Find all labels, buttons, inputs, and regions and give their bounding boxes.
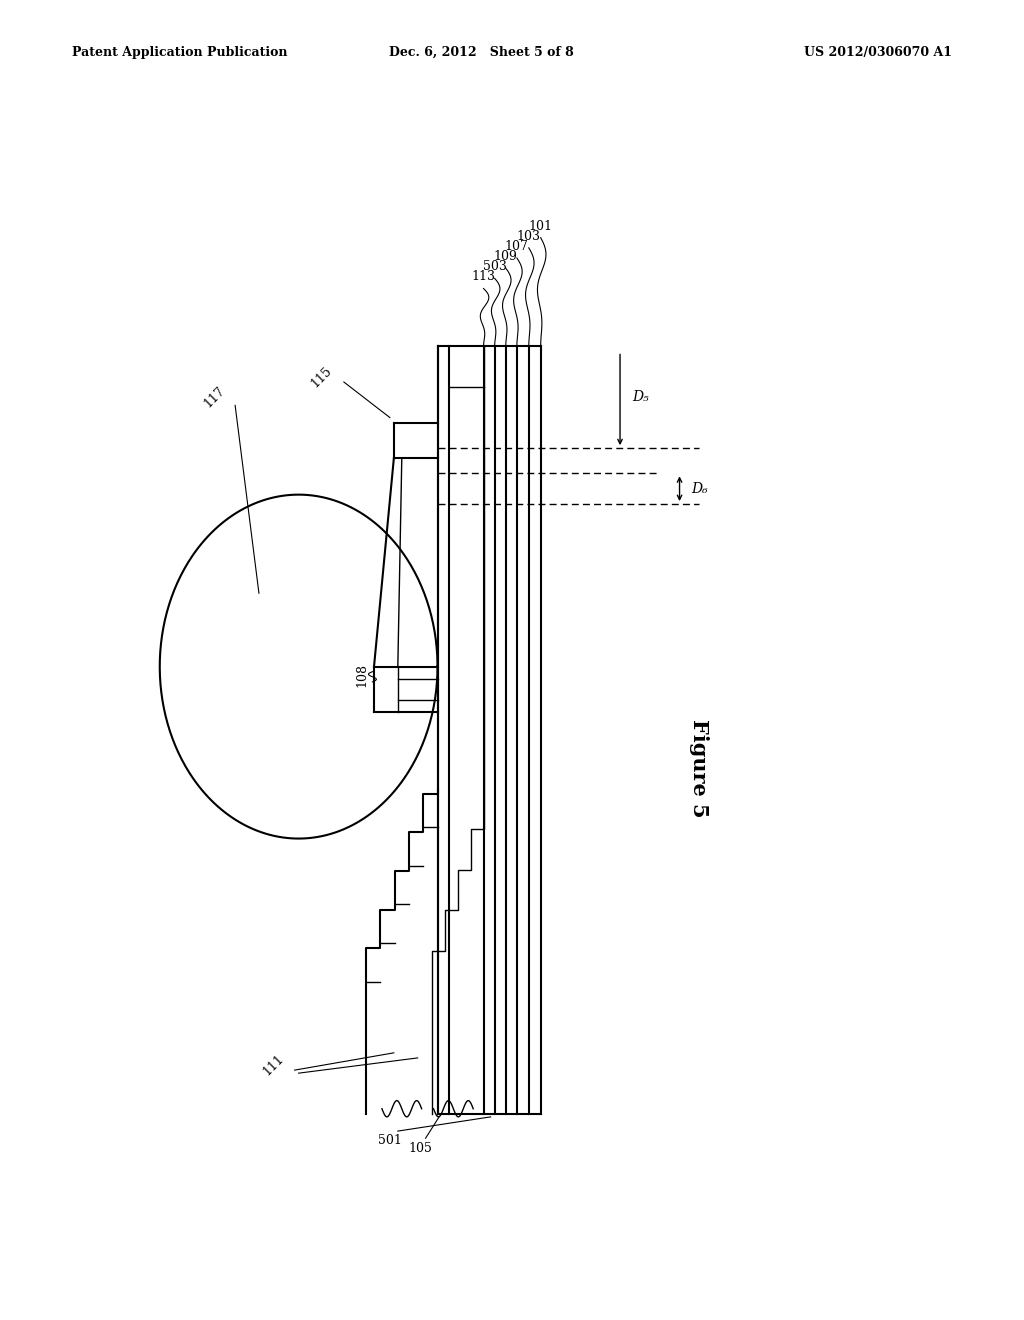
Text: 111: 111 xyxy=(260,1052,287,1078)
Text: 113: 113 xyxy=(471,271,496,284)
Text: D₆: D₆ xyxy=(691,482,709,496)
Text: 108: 108 xyxy=(355,663,369,686)
Text: 501: 501 xyxy=(378,1134,401,1147)
Text: Patent Application Publication: Patent Application Publication xyxy=(72,46,287,59)
Text: 101: 101 xyxy=(528,219,553,232)
Text: Figure 5: Figure 5 xyxy=(689,719,710,817)
Text: 107: 107 xyxy=(505,240,528,253)
Text: US 2012/0306070 A1: US 2012/0306070 A1 xyxy=(804,46,952,59)
Text: 117: 117 xyxy=(201,384,227,411)
Text: 105: 105 xyxy=(409,1142,432,1155)
Text: D₅: D₅ xyxy=(632,391,648,404)
Text: 103: 103 xyxy=(517,230,541,243)
Text: 503: 503 xyxy=(482,260,507,273)
Text: 109: 109 xyxy=(494,249,518,263)
Text: 115: 115 xyxy=(308,364,334,389)
Text: Dec. 6, 2012   Sheet 5 of 8: Dec. 6, 2012 Sheet 5 of 8 xyxy=(389,46,573,59)
